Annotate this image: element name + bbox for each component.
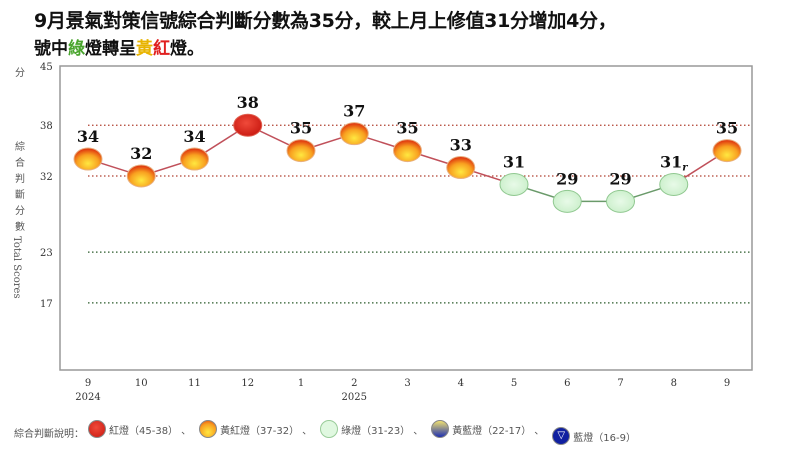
legend-green-light-icon — [320, 420, 339, 438]
data-point-yellow-red — [712, 139, 742, 163]
legend-yellow-red-light-icon — [199, 420, 218, 438]
data-point-yellow-red — [73, 147, 103, 171]
legend-label: 黃藍燈（22-17） — [452, 425, 532, 437]
x-tick-label: 7 — [617, 378, 623, 389]
y-tick-label: 38 — [40, 121, 53, 132]
y-axis-label-char: 斷 — [15, 188, 25, 201]
data-point-green — [552, 189, 582, 213]
legend-blue-light-icon: ▽ — [552, 427, 571, 445]
legend-yellow-blue-light-icon — [431, 420, 450, 438]
x-tick-label: 6 — [564, 378, 570, 389]
legend-item-yellow-blue: 黃藍燈（22-17）、 — [431, 420, 544, 438]
y-axis-label-en: Total Scores — [11, 236, 22, 299]
data-point-yellow-red — [339, 122, 369, 146]
y-axis-label-char: 綜 — [15, 140, 25, 153]
title-green: 綠 — [68, 39, 85, 59]
legend-label: 紅燈（45-38） — [109, 425, 179, 437]
data-point-green — [606, 189, 635, 213]
data-label: 31r — [660, 152, 688, 173]
data-label: 31 — [503, 152, 525, 171]
data-label: 35 — [290, 119, 312, 138]
x-tick-label: 1 — [298, 378, 304, 389]
data-label: 34 — [183, 127, 205, 146]
y-tick-label: 32 — [40, 172, 53, 183]
data-point-yellow-red — [180, 147, 209, 171]
data-label: 32 — [130, 144, 152, 163]
data-point-yellow-red — [446, 156, 476, 180]
x-tick-label: 12 — [241, 378, 254, 389]
legend-item-blue: ▽ 藍燈（16-9） — [552, 427, 636, 445]
data-point-yellow-red — [286, 139, 316, 163]
y-tick-label: 17 — [40, 299, 53, 310]
legend-item-green: 綠燈（31-23）、 — [320, 420, 423, 438]
x-tick-label: 8 — [671, 378, 677, 389]
data-point-yellow-red — [393, 139, 422, 163]
x-tick-label: 5 — [511, 378, 517, 389]
legend-label: 黃紅燈（37-32） — [220, 425, 300, 437]
y-axis-label-char: 合 — [15, 156, 25, 169]
x-tick-label: 2 — [351, 378, 357, 389]
y-tick-label: 23 — [40, 248, 53, 259]
title-red: 紅 — [153, 39, 170, 59]
title-text: 燈。 — [170, 39, 204, 59]
chart-title-line2: 號中綠燈轉呈黃紅燈。 — [34, 34, 204, 59]
data-label: 38 — [237, 93, 259, 112]
data-label: 29 — [609, 169, 631, 188]
x-year-label: 2024 — [75, 392, 100, 403]
legend-separator: 、 — [534, 425, 545, 437]
x-year-label: 2025 — [342, 392, 367, 403]
data-label: 37 — [343, 102, 365, 121]
legend-item-red: 紅燈（45-38）、 — [88, 420, 191, 438]
x-tick-label: 3 — [404, 378, 410, 389]
legend-label: 綠燈（31-23） — [341, 425, 411, 437]
legend-label: 藍燈（16-9） — [573, 432, 636, 444]
legend-prefix: 綜合判斷說明： — [14, 429, 84, 440]
y-axis-label-char: 數 — [15, 220, 25, 233]
legend-item-yellow-red: 黃紅燈（37-32）、 — [199, 420, 312, 438]
chart-title-line1: 9月景氣對策信號綜合判斷分數為35分，較上月上修值31分增加4分， — [34, 10, 617, 32]
title-text: 號中 — [34, 39, 68, 59]
y-axis-label-char: 判 — [15, 173, 25, 185]
data-point-green — [499, 172, 529, 196]
title-text: 燈轉呈 — [85, 39, 136, 59]
title-yellow: 黃 — [136, 39, 153, 59]
data-point-red — [233, 113, 263, 137]
x-tick-label: 10 — [135, 378, 148, 389]
data-label: 33 — [450, 136, 472, 155]
y-axis-label-char: 分 — [15, 205, 25, 217]
x-tick-label: 9 — [724, 378, 730, 389]
legend-separator: 、 — [302, 425, 313, 437]
data-label: 29 — [556, 169, 578, 188]
y-unit-label: 分 — [15, 67, 25, 79]
x-tick-label: 9 — [85, 378, 91, 389]
legend-red-light-icon — [88, 420, 106, 438]
data-point-yellow-red — [126, 164, 156, 188]
plot-frame — [59, 65, 753, 371]
data-point-green — [659, 172, 689, 196]
data-label: 34 — [77, 127, 99, 146]
y-tick-label: 45 — [40, 62, 53, 73]
legend: 綜合判斷說明： 紅燈（45-38）、黃紅燈（37-32）、綠燈（31-23）、黃… — [14, 420, 644, 445]
legend-separator: 、 — [181, 425, 192, 437]
data-label: 35 — [716, 119, 738, 138]
legend-separator: 、 — [413, 425, 424, 437]
revised-mark: r — [682, 162, 688, 173]
data-label: 35 — [396, 119, 418, 138]
x-tick-label: 11 — [188, 378, 201, 389]
x-tick-label: 4 — [458, 378, 464, 389]
